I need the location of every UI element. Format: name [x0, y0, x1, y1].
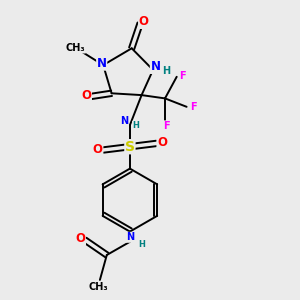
Text: O: O: [139, 15, 149, 28]
Text: S: S: [125, 140, 135, 154]
Text: O: O: [93, 143, 103, 156]
Text: F: F: [190, 102, 196, 112]
Text: H: H: [133, 121, 139, 130]
Text: H: H: [138, 240, 145, 249]
Text: N: N: [120, 116, 129, 126]
Text: H: H: [162, 66, 171, 76]
Text: CH₃: CH₃: [88, 281, 108, 292]
Text: N: N: [150, 60, 161, 74]
Text: O: O: [75, 232, 85, 245]
Text: F: F: [163, 121, 170, 131]
Text: N: N: [97, 57, 107, 70]
Text: F: F: [179, 71, 185, 81]
Text: O: O: [157, 136, 167, 149]
Text: CH₃: CH₃: [66, 43, 86, 53]
Text: N: N: [126, 232, 134, 242]
Text: O: O: [81, 88, 92, 102]
